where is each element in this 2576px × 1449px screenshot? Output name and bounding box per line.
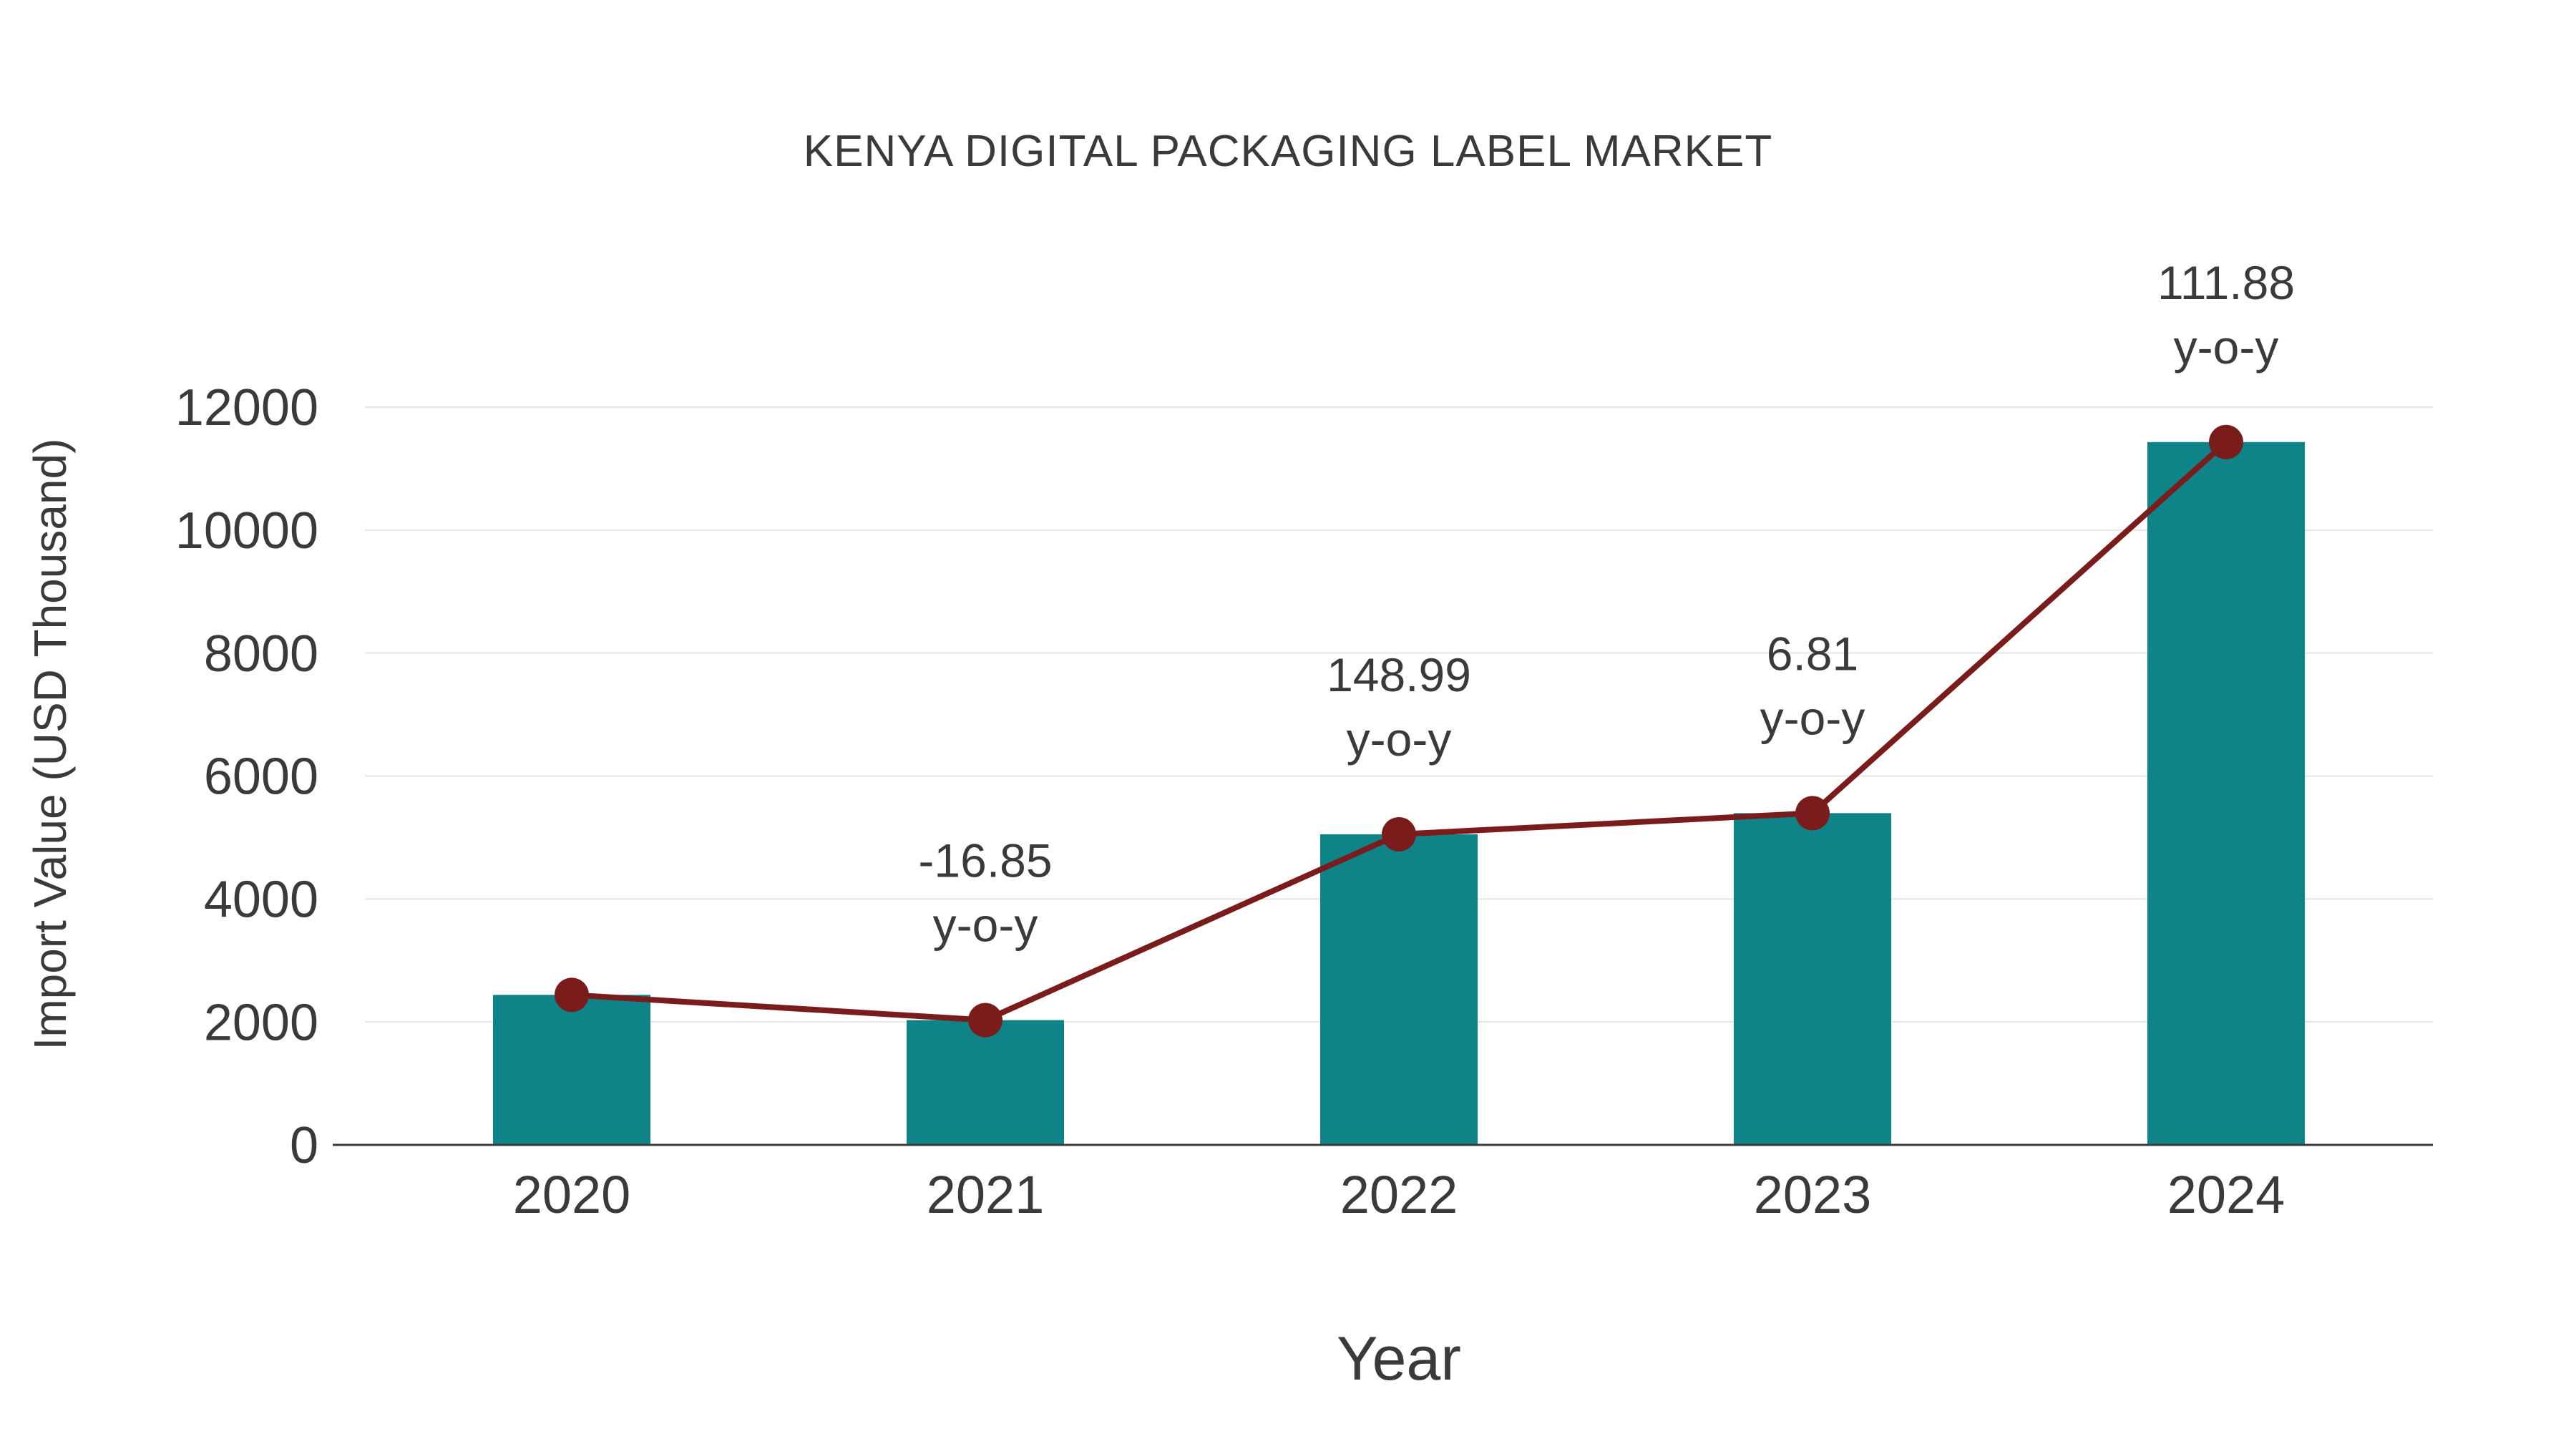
y-tick-label: 6000 [204, 748, 318, 806]
bar [907, 1020, 1064, 1145]
bar [1734, 813, 1891, 1145]
y-tick-label: 0 [290, 1117, 318, 1174]
bar [1320, 834, 1478, 1145]
annotation-value: 6.81 [1767, 627, 1858, 680]
x-tick-label: 2022 [1340, 1165, 1458, 1224]
trend-marker [968, 1002, 1002, 1038]
trend-marker [555, 977, 589, 1013]
x-tick-label: 2021 [927, 1165, 1045, 1224]
annotation-value: 111.88 [2157, 256, 2295, 309]
bar [2147, 441, 2305, 1145]
annotation-suffix: y-o-y [1347, 713, 1452, 766]
annotation-value: -16.85 [918, 834, 1052, 887]
annotation-suffix: y-o-y [2174, 321, 2279, 374]
trend-marker [2209, 424, 2243, 459]
annotation-value: 148.99 [1327, 648, 1471, 701]
x-tick-label: 2020 [513, 1165, 631, 1224]
y-tick-label: 10000 [175, 502, 318, 560]
chart-title: KENYA DIGITAL PACKAGING LABEL MARKET [803, 127, 1773, 176]
trend-marker [1382, 816, 1416, 852]
y-tick-label: 12000 [175, 379, 318, 436]
x-tick-label: 2023 [1754, 1165, 1872, 1224]
x-axis-label: Year [1337, 1324, 1461, 1393]
y-tick-label: 4000 [204, 872, 318, 929]
annotation-suffix: y-o-y [933, 899, 1038, 952]
annotation-suffix: y-o-y [1760, 691, 1865, 744]
y-tick-label: 2000 [204, 994, 318, 1051]
x-tick-label: 2024 [2167, 1165, 2285, 1224]
y-tick-label: 8000 [204, 625, 318, 683]
bar [493, 995, 650, 1145]
trend-marker [1795, 796, 1830, 831]
